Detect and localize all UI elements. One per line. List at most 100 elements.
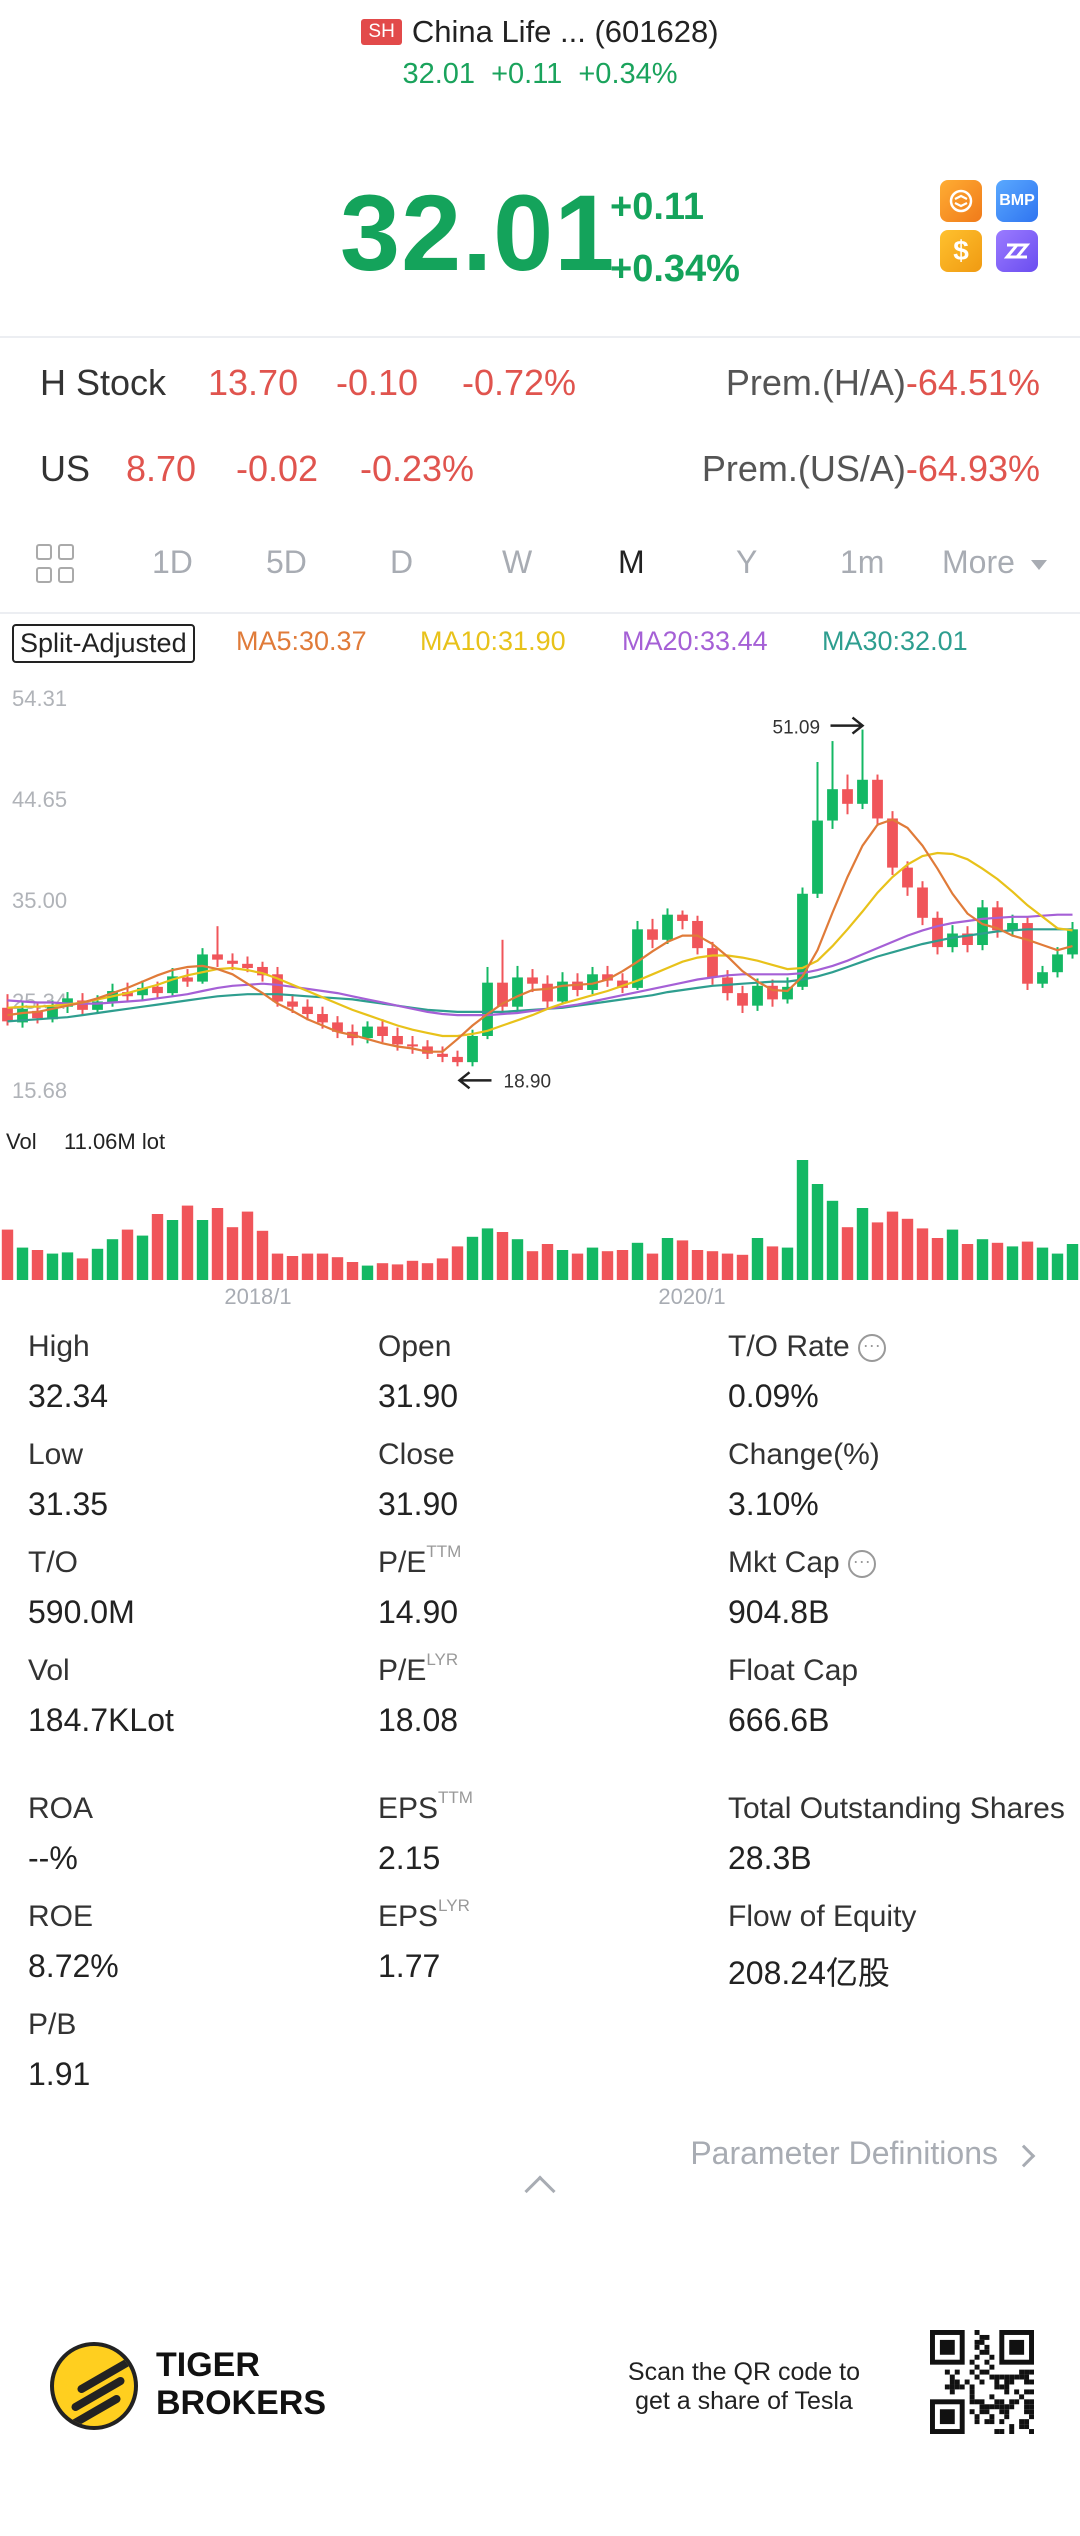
stat-label-sup: TTM <box>426 1542 462 1561</box>
volume-bar <box>406 1260 419 1280</box>
candle-body <box>542 983 553 1002</box>
candle-body <box>1007 923 1018 931</box>
stat-label-text: P/B <box>28 2008 77 2041</box>
kline-chart[interactable]: 54.31 44.65 35.00 25.34 15.68 51.09 18.90 Vol 11… <box>0 670 1080 1310</box>
candle-body <box>557 981 568 1002</box>
candle-body <box>332 1022 343 1032</box>
tab-more[interactable]: More <box>942 544 1047 581</box>
stat-value: 31.35 <box>28 1486 109 1522</box>
chevron-up-icon[interactable] <box>524 2175 556 2207</box>
volume-bar <box>826 1200 839 1280</box>
candle-body <box>17 1008 28 1023</box>
volume-bar <box>796 1160 809 1280</box>
stat-label: Flow of Equity <box>728 1900 1080 1934</box>
stat-label: Total Outstanding Shares <box>728 1792 1080 1826</box>
stat-label: Close <box>378 1438 718 1472</box>
volume-bar <box>946 1229 959 1280</box>
candle-body <box>677 914 688 921</box>
ma30-line <box>7 928 1073 1023</box>
bmp-icon[interactable]: BMP <box>996 180 1038 222</box>
volume-bar <box>361 1265 374 1280</box>
stat-label: Change(%) <box>728 1438 1080 1472</box>
tab-1m[interactable]: 1m <box>840 544 885 580</box>
exchange-icon[interactable] <box>940 180 982 222</box>
stat-value: 2.15 <box>378 1840 441 1876</box>
stat-mkt-cap[interactable]: Mkt Cap ··· 904.8B <box>728 1546 1080 1631</box>
stat-label: Mkt Cap ··· <box>728 1546 1080 1580</box>
related-change: -0.10 <box>336 362 419 403</box>
stat-p-b: P/B 1.91 <box>28 2008 368 2093</box>
related-name: H Stock <box>40 362 167 403</box>
stat-label-text: Flow of Equity <box>728 1900 917 1933</box>
candle-body <box>872 779 883 819</box>
candle-body <box>137 987 148 996</box>
volume-bar <box>751 1238 764 1280</box>
tab-w[interactable]: W <box>502 544 533 580</box>
volume-bar <box>841 1227 854 1280</box>
candle-body <box>842 789 853 804</box>
stat-t-o: T/O 590.0M <box>28 1546 368 1631</box>
volume-bar <box>1021 1241 1034 1280</box>
volume-bar <box>886 1211 899 1280</box>
candle-body <box>287 1001 298 1007</box>
tab-d[interactable]: D <box>390 544 414 580</box>
divider <box>0 336 1080 338</box>
parameter-definitions-link[interactable]: Parameter Definitions <box>690 2135 1036 2172</box>
min-price-label: 18.90 <box>504 1071 552 1092</box>
max-price-label: 51.09 <box>773 718 821 739</box>
volume-bar <box>226 1227 239 1280</box>
brand-name: TIGER BROKERS <box>156 2346 326 2422</box>
volume-bar <box>781 1247 794 1280</box>
candle-body <box>527 977 538 984</box>
split-adjusted-toggle[interactable]: Split-Adjusted <box>12 624 195 663</box>
exchange-badge: SH <box>361 19 402 45</box>
stat-label-text: Vol <box>28 1654 70 1687</box>
related-row-h[interactable]: H Stock 13.70 -0.10 -0.72% Prem.(H/A)-64… <box>0 342 1080 422</box>
stat-label: EPSTTM <box>378 1788 718 1826</box>
info-icon[interactable]: ··· <box>857 1334 886 1363</box>
stat-value: 0.09% <box>728 1378 819 1414</box>
volume-bar <box>571 1253 584 1280</box>
candle-body <box>452 1056 463 1063</box>
scan-text: Scan the QR code to get a share of Tesla <box>628 2358 860 2416</box>
stock-title: China Life ... (601628) <box>411 14 719 49</box>
volume-bar <box>466 1236 479 1280</box>
candle-body <box>392 1035 403 1045</box>
stat-value: 666.6B <box>728 1702 830 1738</box>
stat-label-sup: TTM <box>438 1788 473 1807</box>
volume-bar <box>736 1254 749 1280</box>
header-price: 32.01 <box>402 58 476 90</box>
candle-body <box>197 954 208 982</box>
volume-bar <box>211 1208 224 1280</box>
footer: TIGER BROKERS Scan the QR code to get a … <box>0 2320 1080 2460</box>
layout-grid-icon[interactable] <box>36 544 76 584</box>
brand-z-icon[interactable] <box>996 230 1038 272</box>
volume-bar <box>811 1184 824 1280</box>
dollar-icon[interactable]: $ <box>940 230 982 272</box>
tab-y[interactable]: Y <box>736 544 758 580</box>
stat-t-o-rate[interactable]: T/O Rate ··· 0.09% <box>728 1330 1080 1415</box>
tab-m[interactable]: M <box>618 544 645 580</box>
y-tick-label: 35.00 <box>12 888 67 913</box>
stat-label-text: P/E <box>378 1654 427 1687</box>
candle-body <box>47 1006 58 1020</box>
related-change: -0.02 <box>236 448 319 489</box>
volume-bar <box>481 1228 494 1280</box>
stat-label-text: ROA <box>28 1792 94 1825</box>
info-icon[interactable]: ··· <box>847 1550 876 1579</box>
stat-label-text: Mkt Cap <box>728 1546 840 1579</box>
stat-label: Open <box>378 1330 718 1364</box>
candle-body <box>602 974 613 981</box>
tab-1d[interactable]: 1D <box>152 544 193 580</box>
tab-5d[interactable]: 5D <box>266 544 307 580</box>
volume-bar <box>16 1247 29 1280</box>
related-row-us[interactable]: US 8.70 -0.02 -0.23% Prem.(US/A)-64.93% <box>0 428 1080 508</box>
stat-label: ROA <box>28 1792 368 1826</box>
stat-label: P/B <box>28 2008 368 2042</box>
stat-label-text: High <box>28 1330 90 1363</box>
candle-body <box>902 867 913 888</box>
stat-label-text: EPS <box>378 1792 439 1825</box>
caret-down-icon <box>1030 559 1047 570</box>
title-row[interactable]: SH China Life ... (601628) <box>0 14 1080 50</box>
